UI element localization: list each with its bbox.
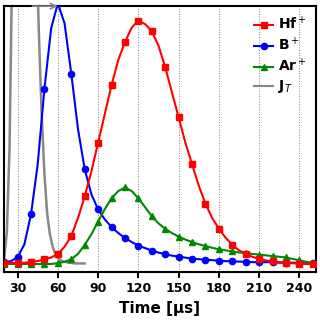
Legend: Hf$^+$, B$^+$, Ar$^+$, J$_T$: Hf$^+$, B$^+$, Ar$^+$, J$_T$ bbox=[252, 12, 309, 98]
X-axis label: Time [μs]: Time [μs] bbox=[119, 301, 200, 316]
